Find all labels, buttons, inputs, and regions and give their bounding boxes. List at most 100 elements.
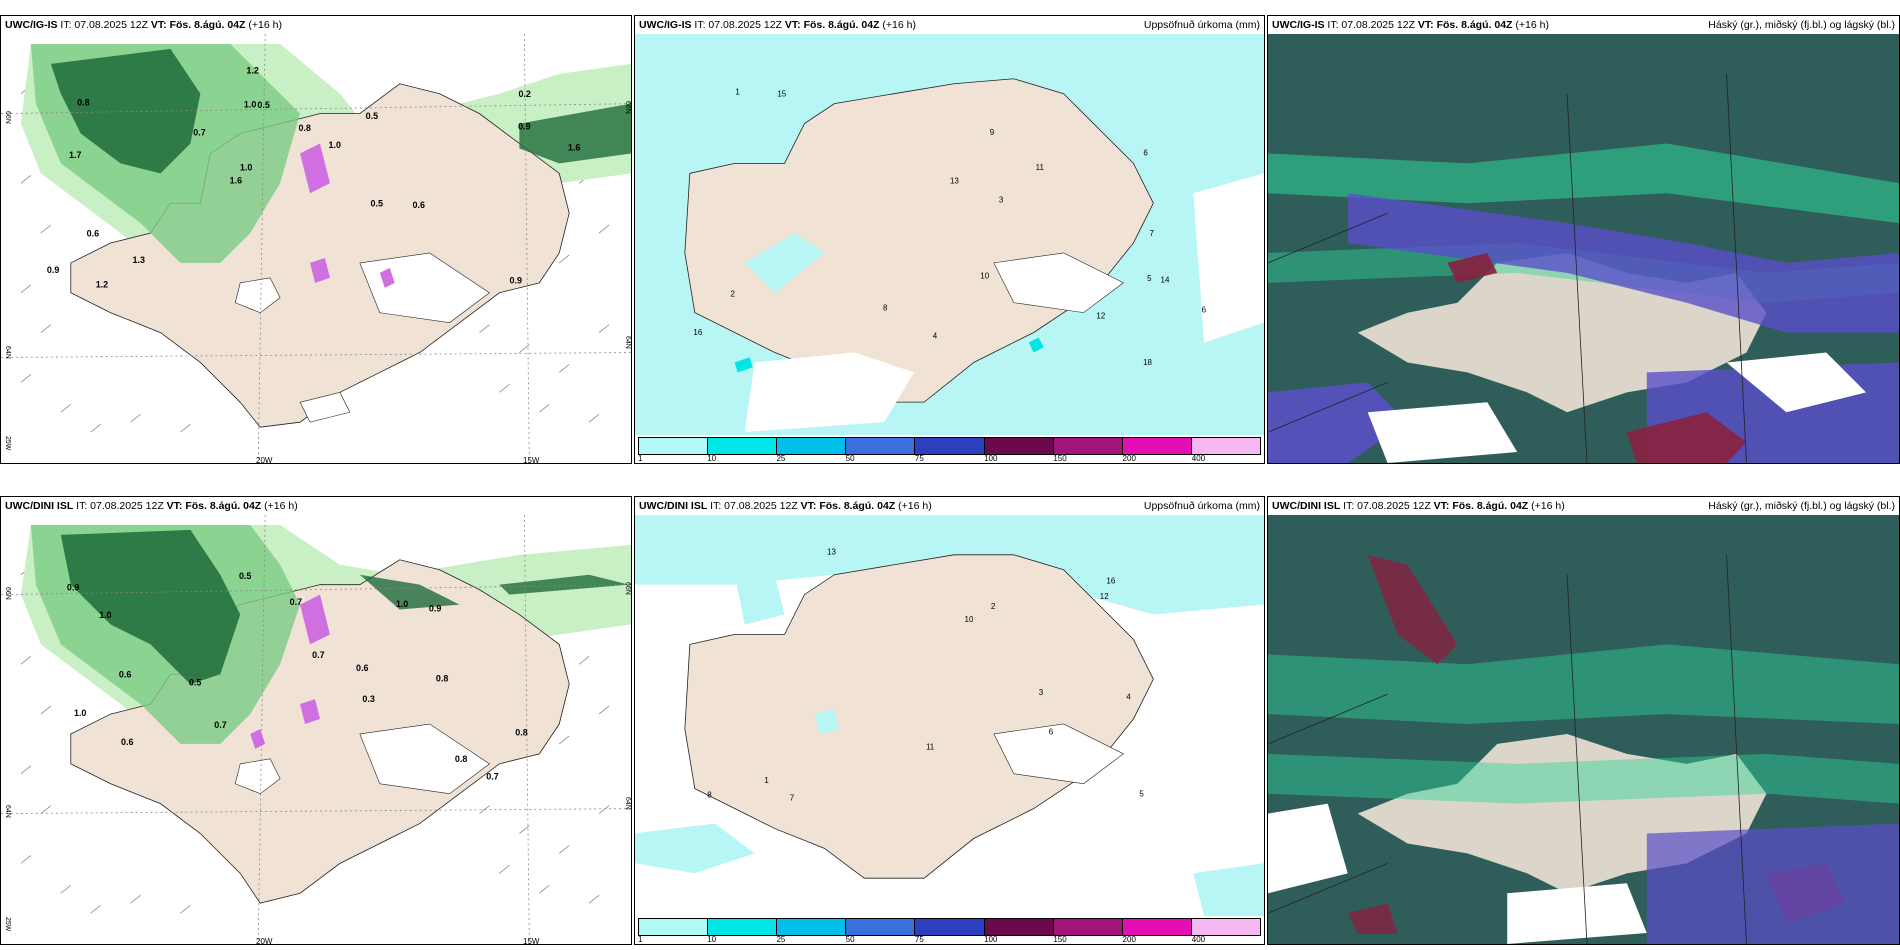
map-value-label: 1.0 — [74, 708, 86, 718]
white-east — [1193, 173, 1264, 343]
lat-label-66: 66N — [4, 587, 11, 600]
legend-tick-label: 25 — [776, 935, 786, 944]
legend-tick-label: 50 — [845, 935, 855, 944]
map-value-label: 0.5 — [371, 199, 383, 209]
map-value-label: 1 — [764, 776, 769, 785]
cloud-green-band-2 — [1268, 753, 1899, 804]
lon-label-20w: 20W — [256, 456, 273, 464]
graticule — [1268, 73, 1747, 463]
legend-swatch — [639, 438, 709, 454]
map-value-label: 0.9 — [509, 276, 521, 286]
map-value-label: 0.9 — [429, 603, 441, 613]
legend-tick-label: 10 — [707, 454, 717, 463]
precip-legend: 1 10 25 50 75 100 150 200 400 — [635, 916, 1264, 944]
legend-swatch — [1053, 919, 1123, 935]
map-value-label: 1.0 — [329, 140, 341, 150]
map-value-label: 13 — [950, 177, 959, 186]
legend-tick-label: 10 — [707, 935, 717, 944]
map-value-label: 3 — [1039, 688, 1044, 697]
snow-pink — [300, 143, 395, 288]
glacier-west — [234, 277, 281, 314]
panel-title: UWC/IG-IS IT: 07.08.2025 12Z VT: Fös. 8.… — [635, 16, 1264, 34]
map-value-label: 0.6 — [356, 663, 368, 673]
map-value-label: 0.5 — [189, 678, 201, 688]
map-value-label: 1.0 — [396, 599, 408, 609]
cloud-blue-area — [1347, 193, 1899, 333]
lon-label-25w: 25W — [4, 436, 11, 451]
map-precip[interactable]: 8 6 2 3 5 12 13 11 10 7 4 1 16 — [635, 515, 1264, 916]
map-value-label: 0.8 — [298, 123, 310, 133]
map-value-label: 0.6 — [119, 669, 131, 679]
map-value-label: 1.3 — [132, 255, 144, 265]
map-value-label: 1 — [735, 88, 740, 97]
legend-swatch — [984, 919, 1054, 935]
map-wind-rain[interactable]: 0.9 1.7 0.2 1.6 0.5 1.2 1.0 0.8 0.6 0.7 0.9 1.3 0.5 1… — [1, 34, 631, 463]
map-value-label: 0.8 — [455, 754, 467, 764]
map-clouds[interactable] — [1268, 34, 1899, 463]
map-value-label: 1.7 — [69, 150, 81, 160]
map-value-label: 0.8 — [77, 97, 89, 107]
graticule — [1268, 554, 1747, 944]
clear-area — [1367, 352, 1867, 463]
rain-dark-area — [50, 48, 201, 174]
legend-swatch — [777, 438, 847, 454]
map-value-label: 0.9 — [67, 583, 79, 593]
lat-label-66: 66N — [4, 111, 11, 124]
map-value-label: 0.7 — [486, 771, 498, 781]
map-value-label: 0.9 — [47, 265, 59, 275]
cloud-blue-sw — [1268, 382, 1408, 463]
snow-pink — [250, 594, 330, 749]
map-value-label: 1.2 — [246, 65, 258, 75]
glacier-lang — [299, 391, 351, 423]
map-value-label: 6 — [1143, 149, 1148, 158]
map-value-label: 10 — [965, 615, 974, 624]
cloud-green-band — [1268, 143, 1899, 224]
map-value-label: 11 — [926, 743, 935, 752]
map-value-label: 0.8 — [515, 728, 527, 738]
legend-swatch — [1053, 438, 1123, 454]
legend-tick-label: 150 — [1053, 935, 1067, 944]
map-value-label: 5 — [1147, 274, 1152, 283]
map-value-label: 12 — [1096, 312, 1105, 321]
lat-label-64: 64N — [4, 346, 11, 359]
map-value-label: 1.2 — [96, 279, 108, 289]
legend-swatch — [777, 919, 847, 935]
legend-swatch — [1122, 919, 1192, 935]
map-value-label: 0.6 — [412, 200, 424, 210]
map-clouds[interactable] — [1268, 515, 1899, 944]
lat-label-64: 64N — [4, 805, 11, 818]
map-value-label: 0.7 — [312, 650, 324, 660]
map-value-label: 15 — [777, 90, 786, 99]
map-value-label: 12 — [1100, 592, 1109, 601]
precip-patch-1 — [744, 233, 825, 293]
map-value-label: 14 — [1161, 275, 1170, 284]
legend-swatch — [846, 438, 916, 454]
map-wind-rain[interactable]: 0.7 0.6 0.3 0.9 0.8 1.0 0.6 0.5 0.9 0.7 1.0 0.8 0.7 0… — [1, 515, 631, 944]
legend-tick-label: 200 — [1122, 454, 1136, 463]
map-value-label: 0.7 — [193, 128, 205, 138]
panel-igis-clouds: UWC/IG-IS IT: 07.08.2025 12Z VT: Fös. 8.… — [1267, 15, 1900, 464]
map-value-label: 2 — [991, 602, 996, 611]
glacier-vatna — [359, 723, 490, 795]
map-value-label: 8 — [707, 790, 712, 799]
map-value-label: 10 — [980, 271, 989, 280]
map-value-label: 0.2 — [518, 89, 530, 99]
clear-area — [1268, 803, 1647, 944]
legend-swatch — [846, 919, 916, 935]
map-precip[interactable]: 2 3 5 6 9 12 13 11 14 16 15 10 7 4 1 8 18 6 — [635, 34, 1264, 435]
map-value-label: 18 — [1143, 358, 1152, 367]
map-value-label: 0.8 — [436, 673, 448, 683]
map-value-label: 7 — [1150, 229, 1155, 238]
precip-south — [635, 823, 1264, 916]
legend-tick-label: 400 — [1191, 935, 1206, 944]
legend-tick-label: 150 — [1053, 454, 1067, 463]
lon-label-20w: 20W — [256, 937, 273, 945]
white-south — [744, 352, 915, 433]
legend-swatch — [708, 919, 778, 935]
map-value-label: 11 — [1036, 163, 1045, 172]
cloud-blue-se — [1646, 823, 1899, 944]
map-value-label: 1.0 — [244, 99, 256, 109]
rain-dark-area — [60, 529, 241, 685]
legend-swatch — [708, 438, 778, 454]
panel-igis-precip: UWC/IG-IS IT: 07.08.2025 12Z VT: Fös. 8.… — [634, 15, 1265, 464]
